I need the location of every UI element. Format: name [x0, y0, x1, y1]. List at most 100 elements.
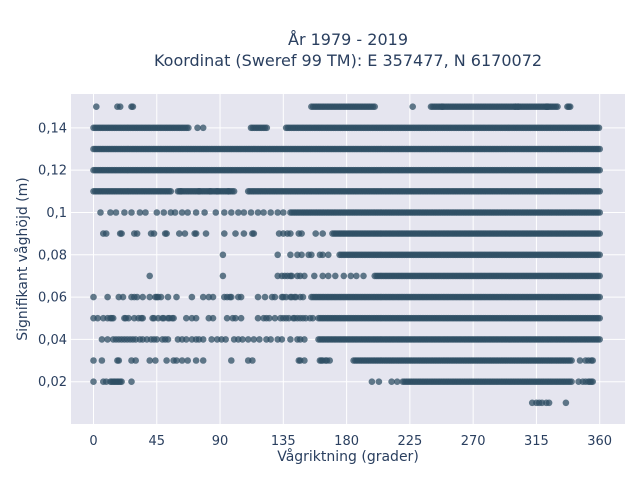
data-point: [132, 357, 139, 364]
data-point: [104, 336, 111, 343]
data-point: [167, 188, 175, 195]
data-point: [173, 293, 180, 301]
data-point: [545, 399, 553, 407]
data-point: [340, 272, 348, 280]
data-point: [153, 209, 161, 216]
data-point: [199, 293, 207, 301]
data-point: [146, 293, 153, 301]
data-point: [112, 209, 120, 216]
data-point: [299, 293, 307, 301]
data-point: [176, 230, 183, 237]
data-point: [375, 378, 383, 386]
data-point: [240, 230, 248, 237]
y-tick-label: 0,06: [38, 291, 67, 306]
x-tick-label: 45: [148, 434, 165, 449]
data-point: [280, 209, 287, 216]
data-point: [239, 336, 246, 343]
chart-title-line-2: Koordinat (Sweref 99 TM): E 357477, N 61…: [154, 51, 542, 70]
data-point: [232, 314, 239, 322]
data-point: [183, 314, 190, 322]
data-point: [178, 357, 186, 364]
data-point: [119, 293, 127, 301]
data-point: [163, 357, 170, 364]
data-point: [192, 230, 200, 237]
data-point: [271, 293, 279, 301]
x-tick-label: 90: [212, 434, 229, 449]
x-tick-label: 0: [89, 434, 97, 449]
data-point: [562, 399, 570, 407]
data-point: [267, 336, 275, 343]
data-point: [133, 230, 141, 237]
data-point: [287, 251, 294, 259]
data-point: [596, 314, 603, 322]
data-point: [93, 103, 100, 110]
data-point: [347, 272, 355, 280]
data-point: [261, 293, 269, 301]
data-point: [139, 314, 146, 322]
data-point: [223, 314, 231, 322]
data-point: [221, 209, 228, 216]
x-tick-labels: 0 45 90 135 180 225 270 315 360: [89, 434, 612, 449]
data-point: [116, 103, 124, 110]
data-point: [195, 188, 203, 195]
data-point: [164, 336, 172, 343]
data-point: [237, 314, 245, 322]
data-point: [274, 209, 282, 216]
y-tick-label: 0,04: [38, 333, 67, 348]
data-point: [98, 336, 106, 343]
data-point: [596, 230, 603, 237]
data-point: [298, 251, 305, 259]
data-point: [199, 357, 207, 364]
data-point: [230, 188, 238, 195]
data-point: [263, 124, 271, 132]
x-tick-label: 225: [397, 434, 422, 449]
data-point: [254, 314, 262, 322]
data-point: [266, 314, 273, 322]
data-point: [194, 124, 201, 132]
data-point: [325, 251, 332, 259]
chart-title-line-1: År 1979 - 2019: [288, 30, 408, 49]
data-point: [98, 357, 106, 364]
data-point: [244, 336, 252, 343]
data-point: [288, 272, 296, 280]
data-point: [164, 293, 172, 301]
data-point: [596, 336, 603, 343]
data-point: [150, 230, 158, 237]
data-point: [129, 103, 137, 110]
data-point: [596, 293, 603, 301]
data-point: [589, 357, 596, 364]
data-point: [388, 378, 395, 386]
data-point: [209, 314, 217, 322]
data-point: [596, 188, 603, 195]
data-point: [152, 357, 159, 364]
data-point: [319, 251, 327, 259]
y-tick-label: 0,12: [38, 164, 67, 179]
data-point: [228, 209, 235, 216]
data-point: [192, 314, 200, 322]
data-point: [201, 209, 208, 216]
data-point: [287, 230, 294, 237]
data-point: [202, 230, 210, 237]
data-point: [146, 357, 153, 364]
data-point: [208, 336, 215, 343]
data-point: [199, 124, 207, 132]
data-point: [319, 230, 327, 237]
data-point: [250, 336, 258, 343]
data-point: [121, 209, 128, 216]
data-point: [325, 272, 332, 280]
data-point: [235, 209, 242, 216]
data-point: [177, 188, 184, 195]
data-point: [360, 272, 367, 280]
data-point: [254, 209, 262, 216]
data-point: [97, 209, 104, 216]
data-point: [568, 357, 575, 364]
data-point: [249, 357, 256, 364]
data-point: [219, 251, 227, 259]
data-point: [326, 357, 334, 364]
data-point: [596, 251, 603, 259]
data-point: [267, 209, 275, 216]
data-point: [90, 357, 97, 364]
data-point: [142, 209, 149, 216]
data-point: [146, 272, 153, 280]
